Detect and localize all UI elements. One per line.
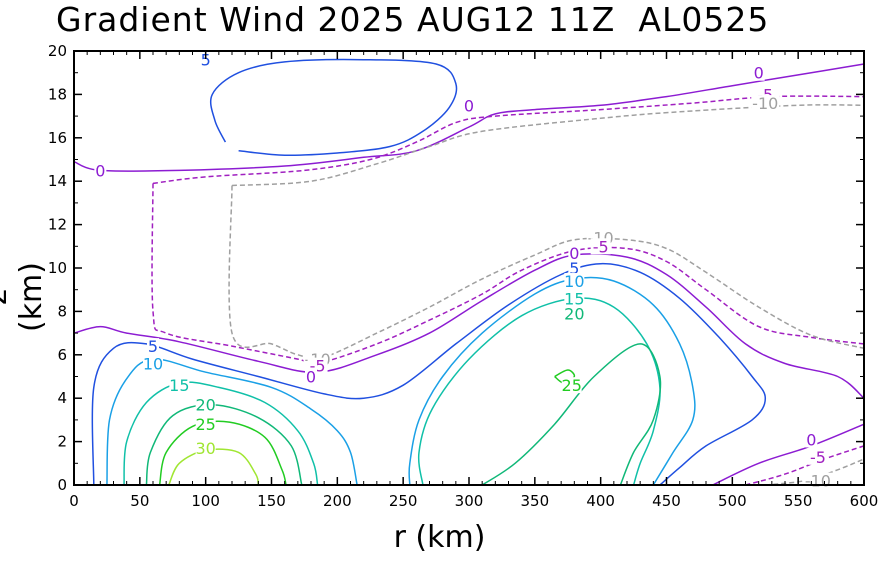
contour-line-level-15 — [417, 297, 661, 486]
y-tick-label: 10 — [48, 259, 67, 277]
contour-label-bg — [564, 305, 585, 322]
y-tick-label: 20 — [48, 42, 67, 60]
contour-label: 5 — [569, 259, 579, 278]
contour-line-level-5 — [91, 262, 767, 486]
x-tick-label: 250 — [389, 492, 418, 510]
contour-label-bg — [564, 290, 585, 307]
x-tick-label: 600 — [850, 492, 879, 510]
x-axis-label: r (km) — [393, 520, 486, 555]
contour-line-level-neg10 — [228, 185, 865, 360]
x-tick-label: 300 — [455, 492, 484, 510]
contour-label: 5 — [148, 337, 158, 356]
x-tick-label: 400 — [586, 492, 615, 510]
contour-label: 0 — [306, 368, 316, 387]
contour-label: -5 — [593, 237, 609, 256]
contour-label: 25 — [195, 415, 215, 434]
contour-label: 30 — [195, 439, 215, 458]
y-tick-label: 16 — [48, 129, 67, 147]
contour-label-bg — [568, 244, 581, 261]
contour-line-level-neg5 — [152, 95, 865, 185]
contour-label-bg — [805, 431, 818, 448]
contour-line-level-30 — [168, 448, 260, 486]
x-tick-label: 200 — [323, 492, 352, 510]
contour-label: 5 — [201, 51, 211, 70]
x-tick-label: 50 — [130, 492, 149, 510]
contour-label: 15 — [169, 376, 189, 395]
contour-line-level-10 — [106, 358, 358, 486]
contour-label: 0 — [95, 161, 105, 180]
axis-layer: 0 50 100 150 200 250 300 350 400 450 500 550 6000246… — [48, 42, 878, 510]
y-tick-label: 6 — [57, 346, 67, 364]
contour-label-bg — [564, 273, 585, 290]
contour-label-bg — [751, 95, 780, 112]
contour-line-level-neg10 — [231, 104, 865, 187]
contour-label: 0 — [806, 430, 816, 449]
x-tick-label: 0 — [69, 492, 79, 510]
contour-label: -5 — [810, 448, 826, 467]
contour-label-bg — [195, 416, 216, 433]
x-tick-label: 350 — [521, 492, 550, 510]
contour-line-level-neg5 — [745, 445, 865, 486]
y-tick-label: 4 — [57, 389, 67, 407]
contour-label-bg — [568, 260, 581, 276]
y-tick-label: 2 — [57, 433, 67, 451]
plot-frame — [73, 50, 865, 486]
contour-label: 10 — [143, 354, 163, 373]
contour-line-level-20 — [145, 403, 303, 486]
x-tick-label: 500 — [718, 492, 747, 510]
x-tick-label: 550 — [784, 492, 813, 510]
contour-label-bg — [199, 51, 212, 68]
contour-label: 10 — [564, 272, 584, 291]
contour-line-level-25 — [554, 369, 576, 384]
contour-label-bg — [463, 97, 475, 114]
contour-label: 0 — [569, 244, 579, 263]
y-tick-label: 14 — [48, 172, 67, 190]
contour-line-level-neg5 — [151, 183, 865, 366]
contour-label: 0 — [754, 64, 764, 83]
contour-line-level-0 — [712, 423, 865, 486]
contour-label: 20 — [564, 305, 584, 324]
contour-line-level-25 — [158, 420, 287, 486]
contour-label-bg — [195, 440, 216, 457]
contour-line-level-10 — [408, 276, 696, 486]
contour-line-level-0 — [73, 253, 865, 399]
contour-line-level-15 — [123, 381, 319, 486]
contour-label-bg — [561, 377, 582, 394]
contour-label-bg — [305, 368, 317, 385]
y-tick-label: 12 — [48, 216, 67, 234]
contour-line-level-5 — [209, 58, 458, 156]
contour-label-bg — [143, 355, 163, 372]
contour-label-bg — [807, 448, 828, 465]
contour-label-layer: 5000-5-10-10-5051015202551015202530-10-5… — [94, 51, 832, 491]
y-axis-label: z (km) — [0, 262, 49, 333]
x-tick-label: 150 — [257, 492, 286, 510]
contour-label-bg — [195, 396, 216, 413]
contour-label: 25 — [562, 376, 582, 395]
contour-label-bg — [169, 377, 190, 394]
contour-label: 0 — [464, 96, 474, 115]
y-tick-label: 0 — [57, 476, 67, 494]
contour-label-bg — [752, 64, 765, 81]
y-tick-label: 18 — [48, 85, 67, 103]
contour-label: -10 — [805, 472, 831, 491]
contour-label-bg — [147, 338, 159, 355]
contour-label: -10 — [752, 94, 778, 113]
y-tick-label: 8 — [57, 302, 67, 320]
contour-label: 20 — [195, 396, 215, 415]
contour-line-level-20 — [481, 343, 662, 486]
contour-label-bg — [94, 162, 107, 179]
contour-label: 15 — [564, 289, 584, 308]
x-tick-label: 100 — [191, 492, 220, 510]
contour-label-bg — [590, 238, 611, 255]
contour-layer — [73, 58, 865, 486]
chart-title: Gradient Wind 2025 AUG12 11Z AL0525 — [56, 0, 770, 39]
contour-line-level-0 — [73, 63, 865, 172]
x-tick-label: 450 — [652, 492, 681, 510]
